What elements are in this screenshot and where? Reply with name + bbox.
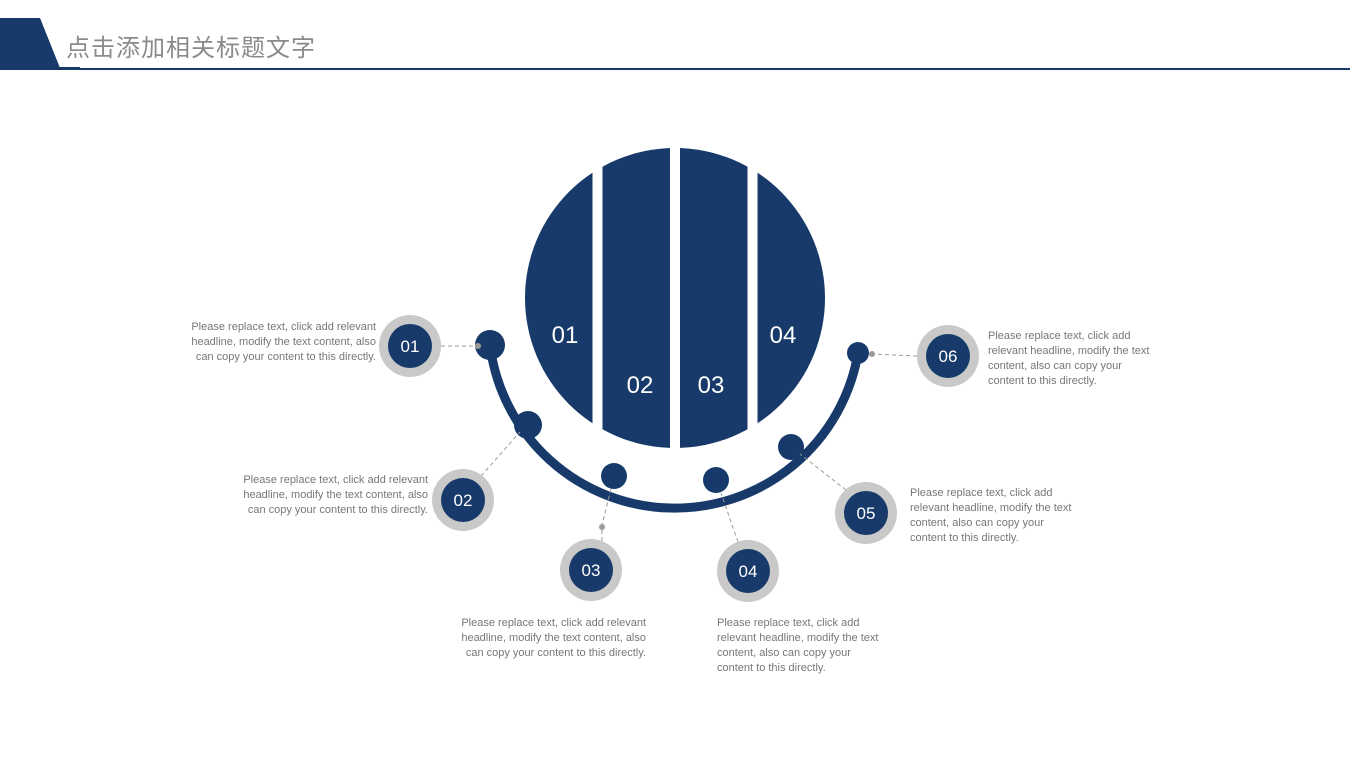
circle-slice xyxy=(680,148,748,448)
connector-end-dot xyxy=(869,351,875,357)
item-description: Please replace text, click add relevant … xyxy=(230,473,428,518)
circle-slice xyxy=(603,148,671,448)
slice-label: 02 xyxy=(627,372,654,399)
badge-label: 06 xyxy=(939,347,958,366)
arc-dot xyxy=(703,467,729,493)
badge-label: 01 xyxy=(401,337,420,356)
item-description: Please replace text, click add relevant … xyxy=(448,616,646,661)
slice-label: 01 xyxy=(552,322,579,349)
slice-label: 03 xyxy=(698,372,725,399)
item-description: Please replace text, click add relevant … xyxy=(910,486,1078,546)
circle-slice xyxy=(758,148,826,448)
connector-line xyxy=(800,454,846,490)
slice-label: 04 xyxy=(770,322,797,349)
arc-dot xyxy=(847,342,869,364)
item-description: Please replace text, click add relevant … xyxy=(988,329,1156,389)
arc-dot xyxy=(778,434,804,460)
badge-label: 03 xyxy=(582,561,601,580)
circle-slices xyxy=(525,148,825,448)
badge-label: 05 xyxy=(857,504,876,523)
connector-line xyxy=(481,432,520,476)
item-description: Please replace text, click add relevant … xyxy=(717,616,885,676)
badge-label: 02 xyxy=(454,491,473,510)
connector-line xyxy=(872,354,917,356)
circle-slice xyxy=(525,148,593,448)
arc-dot xyxy=(601,463,627,489)
connector-end-dot xyxy=(599,524,605,530)
badge-label: 04 xyxy=(739,562,758,581)
arc-dot xyxy=(514,411,542,439)
item-description: Please replace text, click add relevant … xyxy=(178,320,376,365)
connector-end-dot xyxy=(475,343,481,349)
